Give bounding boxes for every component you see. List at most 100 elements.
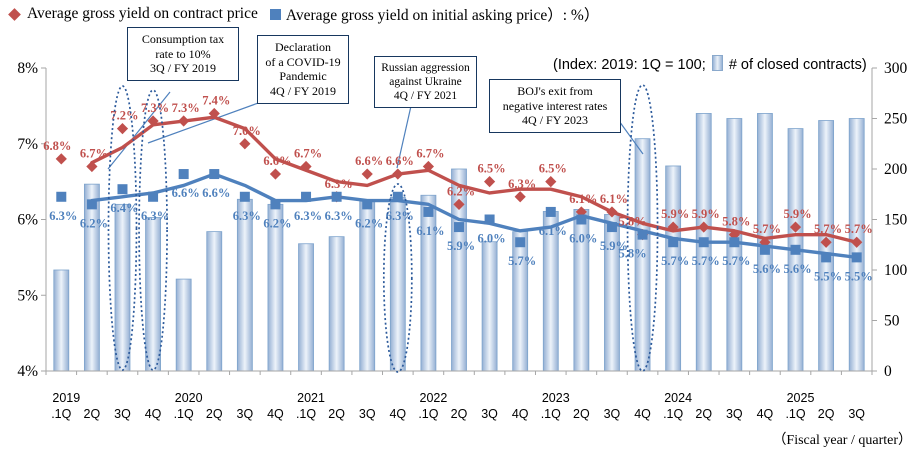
svg-text:.1Q: .1Q <box>51 407 71 421</box>
contract-yield-marker <box>208 107 220 120</box>
svg-text:6.5%: 6.5% <box>539 162 567 176</box>
svg-text:300: 300 <box>884 60 908 77</box>
contract-yield-marker <box>392 168 404 180</box>
svg-text:6.1%: 6.1% <box>416 224 444 238</box>
svg-text:6.6%: 6.6% <box>263 154 291 168</box>
asking-yield-marker <box>331 191 342 202</box>
bar-closed-contracts <box>53 269 70 372</box>
contract-yield-marker <box>698 221 710 233</box>
svg-text:6.6%: 6.6% <box>386 154 414 168</box>
svg-text:.1Q: .1Q <box>174 407 194 421</box>
asking-yield-marker <box>606 222 617 233</box>
asking-yield-marker <box>484 214 495 225</box>
asking-yield-marker <box>729 237 740 248</box>
svg-text:6.6%: 6.6% <box>202 186 230 200</box>
svg-text:5.7%: 5.7% <box>722 254 750 268</box>
svg-text:6.3%: 6.3% <box>325 177 353 191</box>
svg-text:4Q: 4Q <box>267 407 284 421</box>
contract-yield-marker <box>239 138 251 150</box>
asking-yield-marker <box>851 252 862 263</box>
svg-text:5.5%: 5.5% <box>845 269 873 283</box>
bar-closed-contracts <box>114 203 131 372</box>
svg-text:2Q: 2Q <box>451 407 468 421</box>
svg-text:2019: 2019 <box>52 391 80 405</box>
asking-yield-marker <box>637 229 648 240</box>
svg-text:5.7%: 5.7% <box>845 222 873 236</box>
asking-yield-marker <box>239 191 250 202</box>
svg-text:7.2%: 7.2% <box>110 109 138 123</box>
asking-yield-marker <box>759 244 770 255</box>
asking-yield-marker <box>56 191 67 202</box>
svg-text:200: 200 <box>884 161 908 178</box>
svg-text:6.3%: 6.3% <box>49 209 77 223</box>
svg-text:6.1%: 6.1% <box>539 224 567 238</box>
svg-text:2Q: 2Q <box>84 407 101 421</box>
asking-yield-marker <box>821 252 832 263</box>
svg-text:2Q: 2Q <box>206 407 223 421</box>
svg-text:5.9%: 5.9% <box>692 207 720 221</box>
svg-text:6.8%: 6.8% <box>43 139 71 153</box>
svg-text:3Q: 3Q <box>359 407 376 421</box>
highlight-ellipse <box>107 85 138 371</box>
svg-text:6.2%: 6.2% <box>263 216 291 230</box>
svg-text:2025: 2025 <box>787 391 815 405</box>
svg-text:4Q: 4Q <box>757 407 774 421</box>
bar-closed-contracts <box>604 214 620 372</box>
annotation-consumption-tax: Consumption tax rate to 10% 3Q / FY 2019 <box>127 27 239 81</box>
svg-text:3Q: 3Q <box>604 407 621 421</box>
svg-text:6.7%: 6.7% <box>80 146 108 160</box>
svg-text:6.0%: 6.0% <box>569 232 597 246</box>
contract-yield-marker <box>514 191 526 203</box>
svg-text:250: 250 <box>884 111 908 128</box>
highlight-ellipse <box>382 183 413 373</box>
svg-text:2Q: 2Q <box>695 407 712 421</box>
bar-closed-contracts <box>420 194 437 372</box>
bar-closed-contracts <box>83 183 100 372</box>
bar-closed-contracts <box>236 198 253 372</box>
svg-text:.1Q: .1Q <box>663 407 683 421</box>
svg-text:6.1%: 6.1% <box>569 192 597 206</box>
contract-yield-marker <box>606 206 618 218</box>
svg-text:5.7%: 5.7% <box>508 254 536 268</box>
bar-closed-contracts <box>298 243 314 372</box>
contract-yield-marker <box>269 168 282 180</box>
annotation-boj: BOJ's exit from negative interest rates … <box>489 79 621 133</box>
asking-yield-marker <box>790 244 801 255</box>
svg-text:5.8%: 5.8% <box>618 247 646 261</box>
svg-text:4%: 4% <box>17 363 38 380</box>
svg-text:150: 150 <box>884 212 908 229</box>
asking-yield-marker <box>117 184 128 195</box>
annotation-ukraine: Russian aggression against Ukraine 4Q / … <box>374 56 477 109</box>
contract-yield-marker <box>361 168 373 180</box>
asking-yield-marker <box>178 169 189 180</box>
svg-text:7.4%: 7.4% <box>202 93 230 107</box>
asking-yield-marker <box>86 199 97 210</box>
asking-series-square-icon <box>269 8 281 20</box>
asking-yield-marker <box>668 237 679 248</box>
svg-text:6.3%: 6.3% <box>508 177 536 191</box>
legend-contract-label: Average gross yield on contract price <box>27 5 258 22</box>
svg-text:50: 50 <box>884 313 900 330</box>
svg-text:7.3%: 7.3% <box>141 101 169 115</box>
svg-text:2Q: 2Q <box>818 407 835 421</box>
svg-text:5.8%: 5.8% <box>722 215 750 229</box>
chart-legend: Average gross yield on contract price Av… <box>6 3 599 25</box>
asking-yield-marker <box>392 191 403 202</box>
asking-yield-marker <box>454 222 464 233</box>
index-note-right: # of closed contracts) <box>728 57 867 73</box>
svg-text:.1Q: .1Q <box>541 407 561 421</box>
svg-text:6.6%: 6.6% <box>355 154 383 168</box>
x-axis-title: （Fiscal year / quarter） <box>772 433 912 448</box>
svg-text:6.3%: 6.3% <box>233 209 261 223</box>
contract-yield-marker <box>422 160 435 173</box>
contract-yield-marker <box>789 221 802 233</box>
contract-series-diamond-icon <box>8 7 21 21</box>
svg-text:2Q: 2Q <box>328 407 345 421</box>
svg-text:.1Q: .1Q <box>785 407 805 421</box>
svg-text:2024: 2024 <box>664 391 692 405</box>
svg-text:7.3%: 7.3% <box>172 101 200 115</box>
index-note: (Index: 2019: 1Q = 100; # of closed cont… <box>553 55 867 73</box>
svg-text:5.9%: 5.9% <box>600 239 628 253</box>
svg-text:.1Q: .1Q <box>418 407 438 421</box>
